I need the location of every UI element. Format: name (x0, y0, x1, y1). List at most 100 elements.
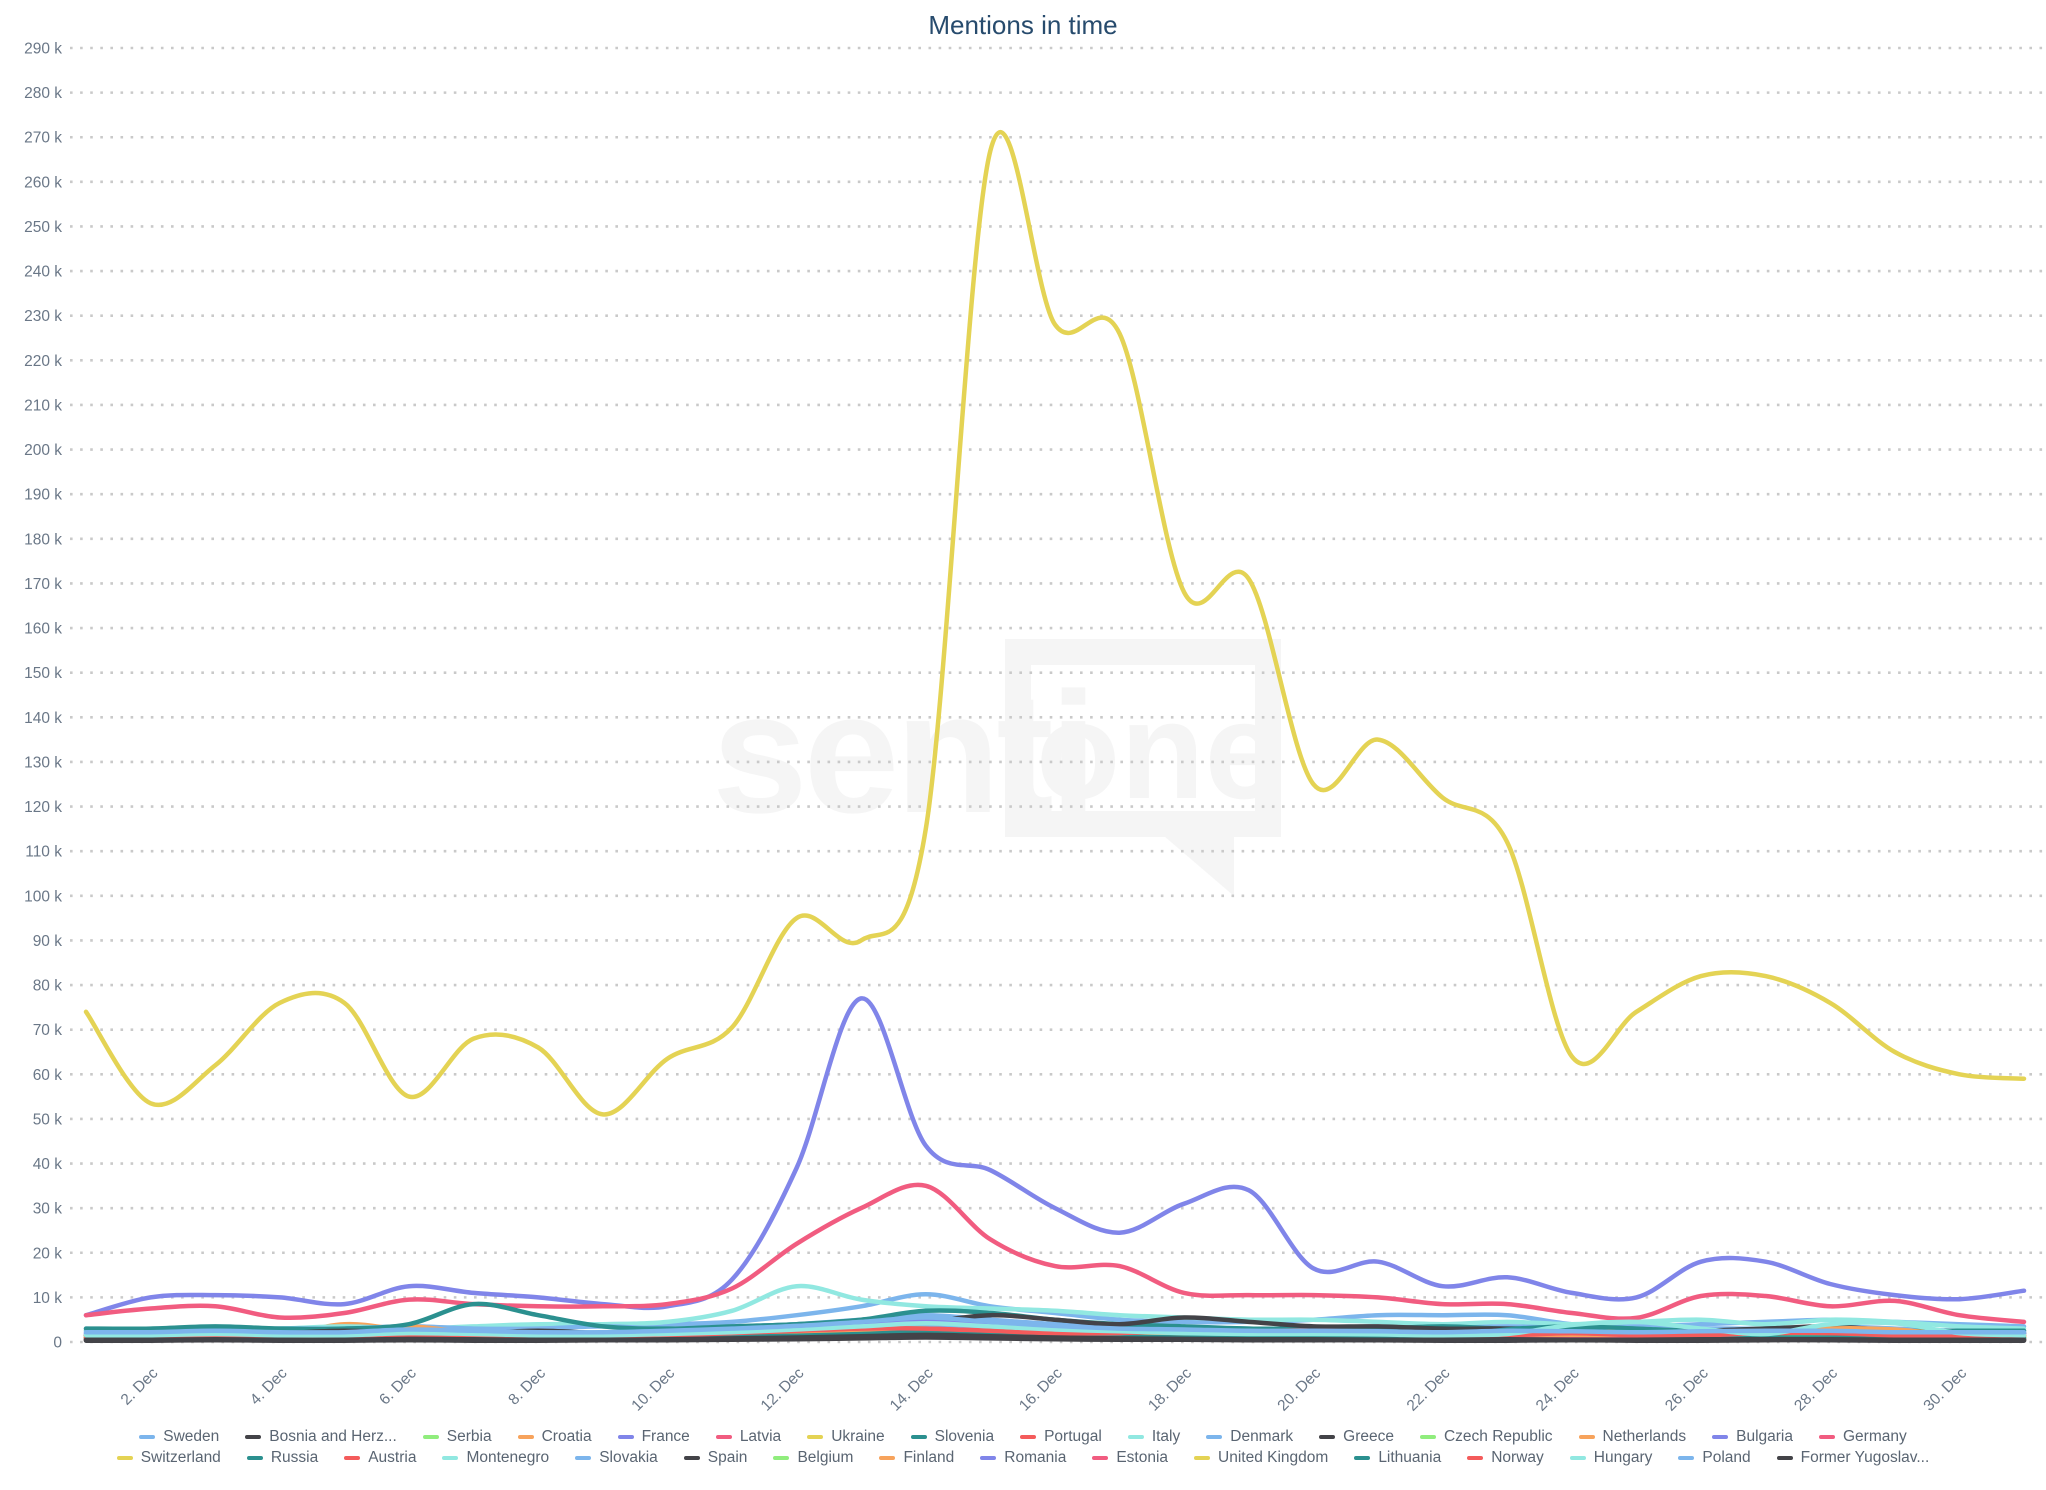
legend-marker (773, 1456, 790, 1460)
legend-item-label: Estonia (1116, 1449, 1169, 1466)
legend-marker (807, 1435, 824, 1439)
y-axis-label: 240 k (24, 264, 62, 281)
legend-item-poland[interactable]: Poland (1678, 1449, 1751, 1467)
legend-item-label: Former Yugoslav... (1800, 1449, 1930, 1466)
y-gridlines (70, 46, 2046, 1344)
legend-marker (1712, 1435, 1729, 1439)
series-line-hungary[interactable] (83, 1319, 2027, 1338)
legend-item-label: France (641, 1428, 690, 1445)
legend-item-label: Austria (368, 1449, 417, 1466)
y-axis-label: 80 k (33, 978, 63, 995)
legend-item-italy[interactable]: Italy (1127, 1428, 1181, 1446)
x-axis-label: 22. Dec (1404, 1365, 1454, 1415)
legend-item-slovakia[interactable]: Slovakia (575, 1449, 658, 1467)
y-axis-label: 130 k (24, 754, 62, 771)
svg-text:one: one (1036, 674, 1281, 828)
y-axis-label: 100 k (24, 888, 62, 905)
legend-item-label: United Kingdom (1218, 1449, 1329, 1466)
legend-item-ukraine[interactable]: Ukraine (807, 1428, 885, 1446)
y-axis-label: 50 k (33, 1111, 63, 1128)
legend-marker (1127, 1435, 1144, 1439)
legend-item-lithuania[interactable]: Lithuania (1354, 1449, 1441, 1467)
legend-item-sweden[interactable]: Sweden (139, 1428, 219, 1446)
legend-item-switzerland[interactable]: Switzerland (116, 1449, 221, 1467)
y-axis-label: 290 k (24, 41, 62, 58)
legend-item-czech-republic[interactable]: Czech Republic (1419, 1428, 1553, 1446)
y-axis-label: 20 k (33, 1245, 63, 1262)
legend-item-germany[interactable]: Germany (1819, 1428, 1907, 1446)
x-axis-label: 18. Dec (1145, 1365, 1195, 1415)
legend-row-1: Sweden Bosnia and Herz... Serbia Croatia Fra… (126, 1428, 1920, 1446)
legend-item-serbia[interactable]: Serbia (422, 1428, 492, 1446)
x-axis-label: 6. Dec (376, 1365, 420, 1409)
legend-item-label: Bulgaria (1736, 1428, 1793, 1445)
legend-marker (1819, 1435, 1835, 1439)
x-axis-label: 20. Dec (1274, 1365, 1324, 1415)
legend-item-label: Italy (1151, 1428, 1181, 1445)
legend-item-label: Germany (1843, 1428, 1907, 1445)
legend-item-bulgaria[interactable]: Bulgaria (1712, 1428, 1793, 1446)
legend-item-portugal[interactable]: Portugal (1020, 1428, 1102, 1446)
legend-marker (575, 1456, 592, 1460)
legend-item-hungary[interactable]: Hungary (1569, 1449, 1652, 1467)
legend-item-label: Bosnia and Herz... (269, 1428, 397, 1445)
legend-item-label: Slovakia (599, 1449, 658, 1466)
legend-item-label: Lithuania (1378, 1449, 1442, 1466)
legend-marker (715, 1435, 732, 1439)
x-axis-label: 26. Dec (1662, 1365, 1712, 1415)
series-line-united-kingdom[interactable] (83, 129, 2027, 1117)
legend-marker (517, 1435, 534, 1439)
series-line-former-yugoslav[interactable] (83, 1332, 2027, 1343)
legend-item-montenegro[interactable]: Montenegro (442, 1449, 549, 1467)
legend-marker (1092, 1456, 1109, 1460)
legend-item-label: Norway (1491, 1449, 1544, 1466)
legend-marker (879, 1456, 896, 1460)
y-axis-label: 40 k (33, 1156, 63, 1173)
x-axis-label: 12. Dec (758, 1365, 808, 1415)
series-line-poland[interactable] (83, 1315, 2027, 1335)
legend-item-label: Belgium (797, 1449, 854, 1466)
legend-item-russia[interactable]: Russia (246, 1449, 318, 1467)
series-line-germany[interactable] (83, 1182, 2027, 1325)
y-axis-label: 0 (53, 1335, 62, 1352)
series-line-france[interactable] (83, 996, 2027, 1318)
legend-item-belgium[interactable]: Belgium (773, 1449, 853, 1467)
legend-item-greece[interactable]: Greece (1319, 1428, 1394, 1446)
legend-item-label: Greece (1343, 1428, 1394, 1445)
legend-item-latvia[interactable]: Latvia (715, 1428, 781, 1446)
y-axis-label: 160 k (24, 621, 62, 638)
legend-item-estonia[interactable]: Estonia (1092, 1449, 1168, 1467)
legend-item-denmark[interactable]: Denmark (1206, 1428, 1293, 1446)
legend-item-france[interactable]: France (617, 1428, 690, 1446)
legend-marker (1206, 1435, 1223, 1439)
x-axis-label: 30. Dec (1920, 1365, 1970, 1415)
legend-item-norway[interactable]: Norway (1467, 1449, 1544, 1467)
legend-item-slovenia[interactable]: Slovenia (910, 1428, 995, 1446)
legend-marker (442, 1456, 459, 1460)
legend-marker (1569, 1456, 1586, 1460)
legend-item-romania[interactable]: Romania (980, 1449, 1066, 1467)
legend-item-former-yugoslav[interactable]: Former Yugoslav... (1776, 1449, 1930, 1467)
legend-item-spain[interactable]: Spain (683, 1449, 748, 1467)
legend-item-bosnia-and-herz[interactable]: Bosnia and Herz... (245, 1428, 397, 1446)
legend-item-label: Spain (707, 1449, 748, 1466)
y-axis-labels: 0 10 k 20 k 30 k 40 k 50 k 60 k 70 k 80 k 90 k 100… (24, 41, 62, 1352)
legend-marker (1467, 1456, 1484, 1460)
y-axis-label: 60 k (33, 1067, 63, 1084)
x-axis-label: 28. Dec (1791, 1365, 1841, 1415)
legend-item-austria[interactable]: Austria (344, 1449, 416, 1467)
legend-item-croatia[interactable]: Croatia (517, 1428, 592, 1446)
y-axis-label: 90 k (33, 933, 63, 950)
legend-marker (1319, 1435, 1336, 1439)
legend-item-finland[interactable]: Finland (879, 1449, 954, 1467)
legend-marker (683, 1456, 700, 1460)
legend-item-netherlands[interactable]: Netherlands (1578, 1428, 1686, 1446)
chart-legend: Sweden Bosnia and Herz... Serbia Croatia Fra… (0, 1428, 2046, 1467)
legend-marker (246, 1456, 263, 1460)
legend-item-united-kingdom[interactable]: United Kingdom (1194, 1449, 1328, 1467)
legend-item-label: Slovenia (934, 1428, 995, 1445)
legend-marker (1419, 1435, 1436, 1439)
